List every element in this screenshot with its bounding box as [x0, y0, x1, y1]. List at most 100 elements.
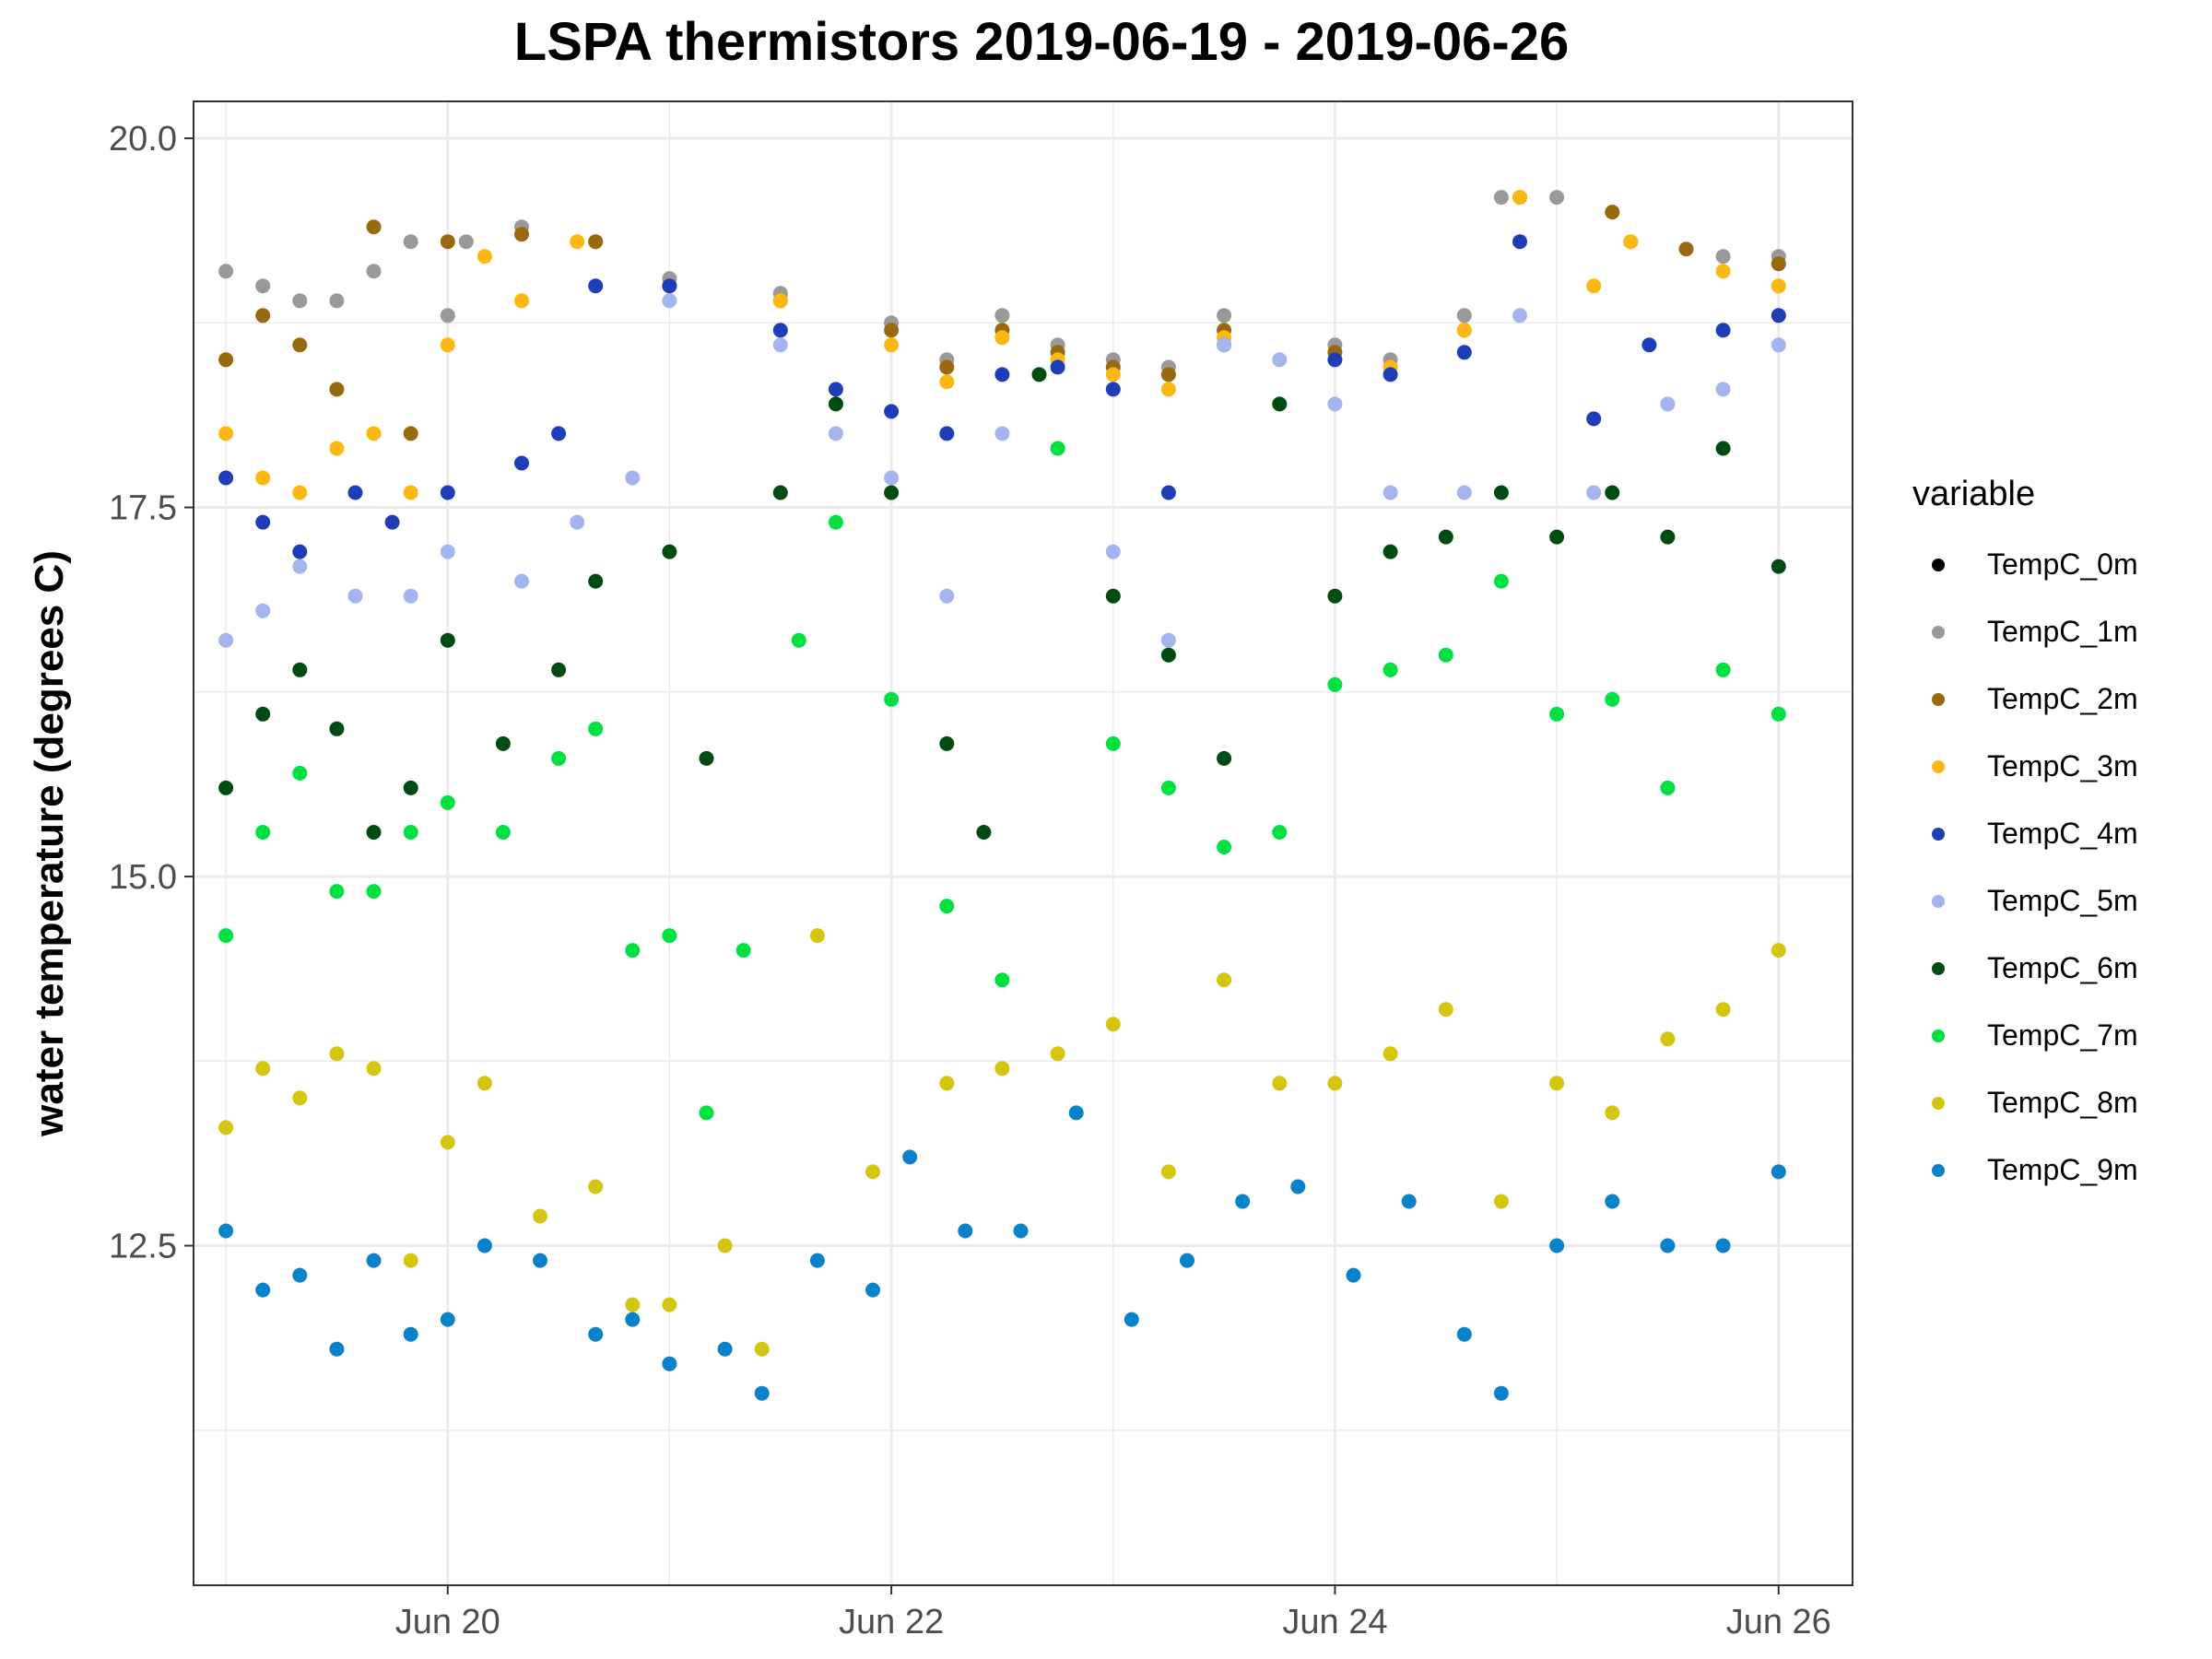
point-TempC_5m — [994, 426, 1010, 441]
point-TempC_4m — [1715, 323, 1731, 338]
point-TempC_3m — [884, 337, 900, 353]
point-TempC_9m — [1771, 1164, 1786, 1180]
legend-swatch — [1912, 1163, 1964, 1177]
point-TempC_2m — [292, 337, 308, 353]
legend-dot — [1932, 1029, 1945, 1042]
point-TempC_8m — [1438, 1002, 1453, 1018]
point-TempC_7m — [366, 884, 382, 900]
point-TempC_1m — [1456, 308, 1472, 324]
point-TempC_8m — [865, 1164, 880, 1180]
point-TempC_4m — [1512, 234, 1527, 250]
point-TempC_5m — [625, 470, 641, 486]
point-TempC_7m — [699, 1105, 714, 1121]
point-TempC_9m — [366, 1253, 382, 1268]
point-TempC_3m — [1456, 323, 1472, 338]
legend-swatch — [1912, 759, 1964, 773]
point-TempC_5m — [939, 588, 955, 604]
point-TempC_1m — [994, 308, 1010, 324]
point-TempC_4m — [662, 278, 677, 294]
point-TempC_8m — [366, 1061, 382, 1077]
point-TempC_1m — [458, 234, 474, 250]
point-TempC_6m — [1549, 529, 1565, 545]
point-TempC_5m — [1382, 485, 1398, 500]
point-TempC_4m — [440, 485, 455, 500]
point-TempC_4m — [588, 278, 604, 294]
point-TempC_8m — [939, 1076, 955, 1091]
x-tick-label: Jun 24 — [1282, 1603, 1387, 1641]
legend-dot — [1932, 759, 1945, 773]
point-TempC_8m — [1272, 1076, 1288, 1091]
point-TempC_7m — [1715, 662, 1731, 677]
point-TempC_7m — [828, 514, 843, 530]
point-TempC_4m — [1456, 345, 1472, 360]
point-TempC_6m — [1031, 367, 1047, 382]
point-TempC_9m — [329, 1341, 345, 1357]
y-axis-label: water temperature (degrees C) — [27, 550, 72, 1137]
point-TempC_3m — [570, 234, 585, 250]
legend-swatch — [1912, 827, 1964, 841]
point-TempC_7m — [1050, 441, 1065, 456]
point-TempC_1m — [403, 234, 418, 250]
legend-swatch — [1912, 625, 1964, 639]
point-TempC_4m — [939, 426, 955, 441]
point-TempC_2m — [366, 219, 382, 235]
point-TempC_7m — [218, 928, 234, 944]
point-TempC_9m — [533, 1253, 547, 1268]
point-TempC_5m — [440, 544, 455, 559]
point-TempC_6m — [403, 780, 418, 795]
legend-swatch — [1912, 1029, 1964, 1042]
point-TempC_6m — [939, 735, 955, 751]
point-TempC_5m — [884, 470, 900, 486]
point-TempC_4m — [1771, 308, 1786, 324]
point-TempC_3m — [255, 470, 271, 486]
point-TempC_5m — [1456, 485, 1472, 500]
point-TempC_6m — [1605, 485, 1620, 500]
point-TempC_5m — [1512, 308, 1527, 324]
point-TempC_4m — [384, 514, 400, 530]
point-TempC_3m — [440, 337, 455, 353]
point-TempC_8m — [292, 1090, 308, 1106]
point-TempC_5m — [772, 337, 788, 353]
legend-swatch — [1912, 692, 1964, 706]
x-tick-label: Jun 26 — [1726, 1603, 1831, 1641]
legend-dot — [1932, 961, 1945, 975]
point-TempC_8m — [477, 1076, 492, 1091]
point-TempC_8m — [625, 1297, 641, 1312]
point-TempC_4m — [772, 323, 788, 338]
point-TempC_8m — [329, 1046, 345, 1062]
legend-item-TempC_4m: TempC_4m — [1912, 800, 2212, 867]
point-TempC_7m — [1438, 647, 1453, 663]
point-TempC_7m — [588, 721, 604, 736]
point-TempC_2m — [218, 352, 234, 368]
point-TempC_6m — [440, 632, 455, 648]
point-TempC_6m — [1217, 750, 1232, 766]
grid-layer — [194, 101, 1853, 1585]
point-TempC_3m — [366, 426, 382, 441]
point-TempC_9m — [1493, 1385, 1509, 1401]
legend-label: TempC_2m — [1987, 682, 2138, 715]
point-TempC_6m — [1660, 529, 1676, 545]
point-TempC_7m — [939, 899, 955, 914]
legend-dot — [1932, 894, 1945, 908]
point-TempC_3m — [514, 293, 529, 309]
point-TempC_5m — [255, 603, 271, 618]
point-TempC_7m — [1493, 573, 1509, 589]
point-TempC_4m — [1641, 337, 1657, 353]
legend-item-TempC_2m: TempC_2m — [1912, 665, 2212, 733]
point-TempC_6m — [1327, 588, 1343, 604]
point-TempC_7m — [994, 972, 1010, 988]
point-TempC_6m — [551, 662, 567, 677]
point-TempC_9m — [1346, 1267, 1361, 1283]
point-TempC_8m — [588, 1179, 604, 1194]
point-TempC_5m — [347, 588, 363, 604]
point-TempC_6m — [588, 573, 604, 589]
point-TempC_3m — [1623, 234, 1639, 250]
point-TempC_9m — [1068, 1105, 1084, 1121]
point-TempC_6m — [1160, 647, 1176, 663]
point-TempC_1m — [255, 278, 271, 294]
point-TempC_4m — [884, 404, 900, 419]
legend-swatch — [1912, 1096, 1964, 1110]
point-TempC_5m — [218, 632, 234, 648]
point-TempC_6m — [884, 485, 900, 500]
point-TempC_2m — [588, 234, 604, 250]
